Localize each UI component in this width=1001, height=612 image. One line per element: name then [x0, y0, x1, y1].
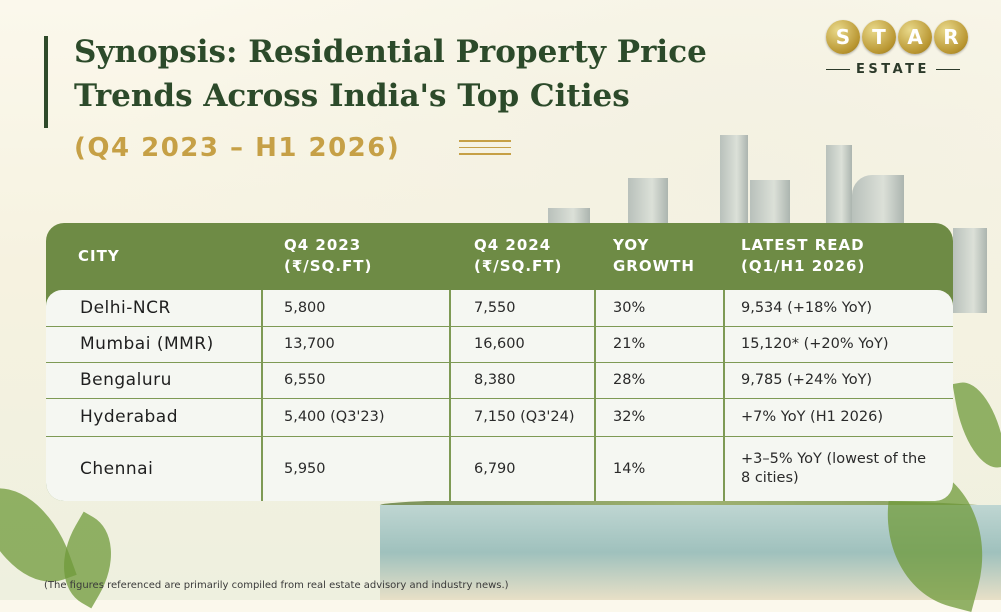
cell-q4-2024: 8,380 [474, 372, 516, 388]
cell-city: Bengaluru [80, 370, 172, 390]
page-title: Synopsis: Residential Property Price Tre… [74, 34, 707, 114]
logo-letter: T [862, 20, 896, 54]
column-header-city: CITY [78, 247, 120, 265]
footnote: (The figures referenced are primarily co… [44, 580, 509, 591]
logo-letter: A [898, 20, 932, 54]
table-body: Delhi-NCR 5,800 7,550 30% 9,534 (+18% Yo… [46, 290, 953, 501]
cell-yoy-growth: 14% [613, 460, 646, 477]
background-building [852, 175, 904, 225]
column-divider [594, 290, 596, 501]
cell-yoy-growth: 30% [613, 300, 646, 316]
logo-subtitle: ESTATE [826, 62, 960, 77]
logo-letter: S [826, 20, 860, 54]
logo-letter: R [934, 20, 968, 54]
cell-city: Delhi-NCR [80, 298, 171, 318]
page-subtitle: (Q4 2023 – H1 2026) [74, 133, 401, 163]
table-row: Bengaluru 6,550 8,380 28% 9,785 (+24% Yo… [46, 362, 953, 399]
cell-q4-2023: 5,800 [284, 300, 326, 316]
cell-city: Hyderabad [80, 407, 178, 427]
cell-q4-2024: 7,150 (Q3'24) [474, 409, 575, 425]
title-accent-bar [44, 36, 48, 128]
cell-q4-2024: 16,600 [474, 336, 525, 352]
table-row: Delhi-NCR 5,800 7,550 30% 9,534 (+18% Yo… [46, 290, 953, 327]
cell-yoy-growth: 32% [613, 409, 646, 425]
logo-subtitle-text: ESTATE [856, 62, 930, 77]
star-estate-logo: S T A R ESTATE [820, 20, 980, 80]
cell-latest-read: +3–5% YoY (lowest of the 8 cities) [741, 450, 927, 486]
cell-q4-2023: 6,550 [284, 372, 326, 388]
column-divider [449, 290, 451, 501]
background-building [750, 180, 790, 225]
background-building [548, 208, 590, 224]
column-header-q4-2024: Q4 2024 (₹/SQ.FT) [474, 236, 563, 275]
table-row: Chennai 5,950 6,790 14% +3–5% YoY (lowes… [46, 436, 953, 501]
column-header-q4-2023: Q4 2023 (₹/SQ.FT) [284, 236, 373, 275]
column-header-yoy-growth: YOY GROWTH [613, 236, 695, 275]
table-header: CITY Q4 2023 (₹/SQ.FT) Q4 2024 (₹/SQ.FT)… [46, 223, 953, 290]
background-building [628, 178, 668, 228]
subtitle-decoration [459, 140, 511, 160]
cell-latest-read: 9,534 (+18% YoY) [741, 300, 873, 316]
logo-letters: S T A R [826, 20, 968, 54]
price-trends-table: CITY Q4 2023 (₹/SQ.FT) Q4 2024 (₹/SQ.FT)… [46, 223, 953, 501]
cell-q4-2023: 13,700 [284, 336, 335, 352]
background-building [720, 135, 748, 230]
column-header-latest-read: LATEST READ (Q1/H1 2026) [741, 236, 866, 275]
background-building [953, 228, 987, 313]
table-row: Mumbai (MMR) 13,700 16,600 21% 15,120* (… [46, 326, 953, 363]
cell-q4-2024: 7,550 [474, 300, 516, 316]
cell-q4-2023: 5,950 [284, 460, 326, 477]
table-row: Hyderabad 5,400 (Q3'23) 7,150 (Q3'24) 32… [46, 398, 953, 437]
cell-yoy-growth: 28% [613, 372, 646, 388]
cell-latest-read: 15,120* (+20% YoY) [741, 336, 889, 352]
column-divider [261, 290, 263, 501]
cell-city: Mumbai (MMR) [80, 334, 214, 354]
cell-latest-read: +7% YoY (H1 2026) [741, 409, 883, 425]
cell-latest-read: 9,785 (+24% YoY) [741, 372, 873, 388]
column-divider [723, 290, 725, 501]
cell-yoy-growth: 21% [613, 336, 646, 352]
cell-q4-2024: 6,790 [474, 460, 516, 477]
cell-q4-2023: 5,400 (Q3'23) [284, 409, 385, 425]
cell-city: Chennai [80, 458, 154, 479]
background-building [826, 145, 852, 225]
